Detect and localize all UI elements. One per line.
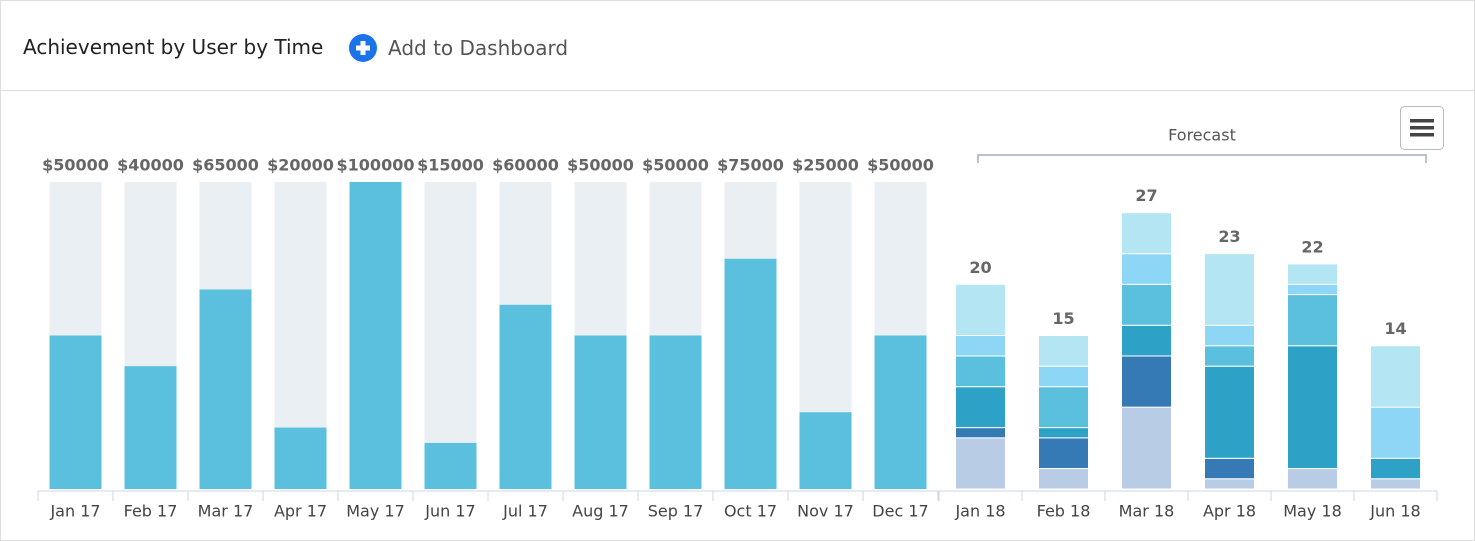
- x-tick-label: Apr 18: [1203, 502, 1256, 521]
- x-tick-label: Apr 17: [274, 502, 327, 521]
- bar-segment: [1287, 294, 1338, 347]
- panel-title: Achievement by User by Time: [23, 35, 324, 59]
- chart: $50000 $40000 $65000 $20000 $100000 $15000 $60…: [37, 106, 1444, 521]
- bar-segment: [955, 437, 1006, 490]
- bar-segment: [1204, 253, 1255, 326]
- bar: [649, 335, 702, 489]
- bar-segment: [1121, 212, 1172, 255]
- bar: [799, 412, 852, 489]
- bar-segment: [955, 427, 1006, 439]
- bar-segment: [1204, 345, 1255, 367]
- value-label: $75000: [717, 156, 784, 175]
- bar: [424, 442, 477, 489]
- bar-segment: [1204, 457, 1255, 480]
- value-label: $20000: [267, 156, 334, 175]
- bar-segment: [1204, 478, 1255, 490]
- x-tick-label: May 17: [346, 502, 405, 521]
- x-tick-label: Jul 17: [502, 502, 548, 521]
- x-tick-label: Nov 17: [797, 502, 854, 521]
- bar-segment: [1038, 386, 1089, 429]
- forecast-bracket: [977, 154, 1427, 163]
- bar-segment: [1204, 365, 1255, 459]
- bar-segment: [955, 386, 1006, 429]
- x-tick-label: Mar 18: [1119, 502, 1175, 521]
- total-label: 23: [1218, 227, 1240, 246]
- bar-segment: [1287, 468, 1338, 490]
- bar: [499, 304, 552, 489]
- bar-segment: [1038, 335, 1089, 367]
- bar-segment: [1370, 457, 1421, 480]
- value-label: $40000: [117, 156, 184, 175]
- value-label: $60000: [492, 156, 559, 175]
- bar: [574, 335, 627, 489]
- total-label: 20: [969, 258, 991, 277]
- bar-segment: [1370, 406, 1421, 459]
- bar: [724, 258, 777, 489]
- bar-segment: [1287, 263, 1338, 285]
- bar-segment: [1038, 427, 1089, 439]
- x-tick-label: Feb 17: [124, 502, 178, 521]
- menu-button[interactable]: [1400, 106, 1444, 150]
- bar-segment: [1121, 355, 1172, 408]
- total-label: 15: [1052, 309, 1074, 328]
- x-tick-label: Sep 17: [648, 502, 704, 521]
- value-label: $65000: [192, 156, 259, 175]
- x-tick-label: May 18: [1283, 502, 1342, 521]
- bar: [274, 427, 327, 489]
- total-label: 14: [1384, 319, 1406, 338]
- x-tick-label: Dec 17: [872, 502, 928, 521]
- x-tick-label: Jun 18: [1369, 502, 1420, 521]
- bar: [874, 335, 927, 489]
- bar-segment: [955, 335, 1006, 357]
- bar-track: [424, 182, 477, 489]
- bar: [349, 182, 402, 489]
- bar-segment: [1038, 468, 1089, 490]
- x-tick-label: Aug 17: [572, 502, 629, 521]
- total-label: 22: [1301, 237, 1323, 256]
- panel-header: Achievement by User by Time Add to Dashb…: [1, 1, 1474, 91]
- value-label: $50000: [567, 156, 634, 175]
- value-label: $25000: [792, 156, 859, 175]
- x-tick-label: Oct 17: [724, 502, 777, 521]
- bar-segment: [1370, 345, 1421, 408]
- x-tick-label: Jan 18: [954, 502, 1005, 521]
- bar-segment: [1121, 406, 1172, 490]
- plus-icon: [349, 34, 377, 62]
- value-label: $50000: [642, 156, 709, 175]
- x-tick-label: Jun 17: [424, 502, 475, 521]
- x-tick-label: Jan 17: [49, 502, 100, 521]
- bar: [124, 366, 177, 489]
- bar: [49, 335, 102, 489]
- bar-segment: [1287, 283, 1338, 296]
- bar-segment: [955, 355, 1006, 388]
- bar: [199, 289, 252, 489]
- bar-segment: [1038, 437, 1089, 470]
- bar-segment: [1121, 253, 1172, 285]
- value-label: $15000: [417, 156, 484, 175]
- value-label: $50000: [867, 156, 934, 175]
- x-tick-label: Feb 18: [1037, 502, 1091, 521]
- bar-segment: [1038, 365, 1089, 388]
- value-label: $100000: [337, 156, 415, 175]
- total-label: 27: [1135, 186, 1157, 205]
- bar-segment: [1287, 345, 1338, 470]
- button-label[interactable]: Add to Dashboard: [388, 36, 569, 60]
- bar-segment: [1204, 324, 1255, 347]
- x-tick-label: Mar 17: [198, 502, 254, 521]
- add-to-dashboard-button[interactable]: Add to Dashboard: [349, 34, 568, 62]
- bar-segment: [1121, 283, 1172, 326]
- bar-segment: [1121, 324, 1172, 357]
- bar-segment: [1370, 478, 1421, 490]
- forecast-label: Forecast: [1168, 126, 1236, 145]
- value-label: $50000: [42, 156, 109, 175]
- bar-segment: [955, 283, 1006, 336]
